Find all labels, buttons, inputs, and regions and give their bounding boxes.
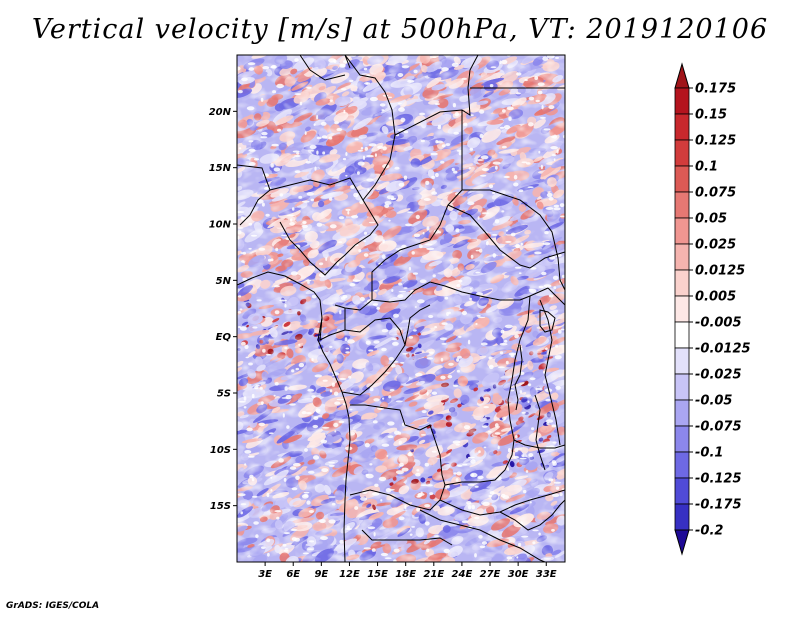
- colorbar-label: 0.05: [695, 212, 727, 227]
- colorbar-swatch: [674, 139, 690, 167]
- colorbar-swatch: [674, 165, 690, 193]
- lat-tick-label: 5N: [216, 276, 232, 287]
- colorbar-swatch: [674, 399, 690, 427]
- colorbar-top-arrow: [674, 62, 690, 89]
- colorbar-swatch: [674, 347, 690, 375]
- border-line: [361, 529, 453, 546]
- colorbar-swatch: [674, 321, 690, 349]
- colorbar-label: -0.1: [695, 446, 723, 461]
- colorbar-label: -0.025: [695, 368, 742, 383]
- border-line: [279, 221, 338, 276]
- colorbar-swatch: [674, 373, 690, 401]
- border-line: [419, 509, 546, 562]
- border-line: [404, 304, 431, 346]
- colorbar-swatch: [674, 243, 690, 271]
- colorbar-swatch: [674, 503, 690, 531]
- border-line: [394, 55, 479, 136]
- colorbar-label: -0.0125: [695, 342, 751, 357]
- border-line: [439, 489, 565, 516]
- colorbar-label: -0.05: [695, 394, 732, 409]
- grads-credit: GrADS: IGES/COLA: [6, 601, 100, 611]
- border-line: [499, 499, 565, 531]
- colorbar-label: -0.125: [695, 472, 742, 487]
- colorbar-label: 0.125: [695, 134, 736, 149]
- lon-tick-label: 9E: [314, 569, 328, 580]
- lon-tick-label: 24E: [452, 569, 473, 580]
- latitude-axis: 20N 15N 10N 5N EQ 5S 10S 15S: [209, 107, 237, 512]
- lon-tick-label: 27E: [480, 569, 501, 580]
- border-line: [344, 55, 351, 69]
- colorbar-swatch: [674, 295, 690, 323]
- colorbar-label: 0.175: [695, 82, 736, 97]
- colorbar-swatch: [674, 269, 690, 297]
- colorbar-label: -0.2: [695, 524, 723, 539]
- lat-tick-label: 10N: [209, 220, 232, 231]
- border-line: [547, 287, 565, 306]
- colorbar-swatch: [674, 87, 690, 115]
- colorbar-label: 0.15: [695, 108, 727, 123]
- lon-tick-label: 21E: [423, 569, 444, 580]
- border-line: [350, 404, 446, 486]
- colorbar-swatch: [674, 477, 690, 505]
- longitude-axis: 3E 6E 9E 12E 15E 18E 21E 24E 27E 30E 33E: [258, 562, 557, 580]
- lon-tick-label: 3E: [258, 569, 272, 580]
- lat-tick-label: 10S: [210, 445, 231, 456]
- border-line: [462, 189, 565, 291]
- border-line: [371, 281, 549, 303]
- lat-tick-label: EQ: [216, 332, 232, 343]
- border-line: [447, 204, 565, 269]
- lake: [534, 394, 546, 471]
- colorbar-label: -0.175: [695, 498, 742, 513]
- border-line: [299, 55, 346, 81]
- lat-tick-label: 5S: [217, 389, 231, 400]
- plot-frame: [236, 54, 566, 563]
- map-title: Vertical velocity [m/s] at 500hPa, VT: 2…: [31, 14, 769, 45]
- border-line: [539, 299, 561, 446]
- border-line: [513, 439, 565, 449]
- border-line: [269, 177, 364, 201]
- lat-tick-label: 15S: [210, 501, 231, 512]
- colorbar-label: -0.075: [695, 420, 742, 435]
- border-line: [319, 308, 346, 341]
- colorbar-swatch: [674, 425, 690, 453]
- lon-tick-label: 6E: [286, 569, 300, 580]
- lon-tick-label: 33E: [536, 569, 557, 580]
- colorbar-label: 0.025: [695, 238, 736, 253]
- colorbar-swatch: [674, 451, 690, 479]
- colorbar-label: -0.005: [695, 316, 742, 331]
- border-line: [349, 489, 441, 511]
- colorbar-label: 0.0125: [695, 264, 745, 279]
- border-line: [336, 55, 396, 263]
- colorbar-swatch: [674, 113, 690, 141]
- lat-tick-label: 15N: [209, 163, 232, 174]
- lon-tick-label: 12E: [339, 569, 360, 580]
- colorbar-label: 0.1: [695, 160, 718, 175]
- lon-tick-label: 30E: [508, 569, 529, 580]
- lake: [514, 344, 523, 411]
- lon-tick-label: 15E: [367, 569, 388, 580]
- lake: [539, 309, 556, 333]
- border-line: [237, 164, 271, 226]
- colorbar-label: 0.005: [695, 290, 736, 305]
- colorbar-swatch: [674, 217, 690, 245]
- colorbar-label: 0.075: [695, 186, 736, 201]
- colorbar-swatch: [674, 191, 690, 219]
- country-borders: [237, 55, 565, 562]
- colorbar-bottom-arrow: [674, 529, 690, 556]
- coastline: [237, 271, 351, 562]
- lat-tick-label: 20N: [209, 107, 232, 118]
- colorbar: 0.175 0.15 0.125 0.1 0.075 0.05 0.025 0.0125 0.0…: [674, 62, 751, 556]
- lon-tick-label: 18E: [395, 569, 416, 580]
